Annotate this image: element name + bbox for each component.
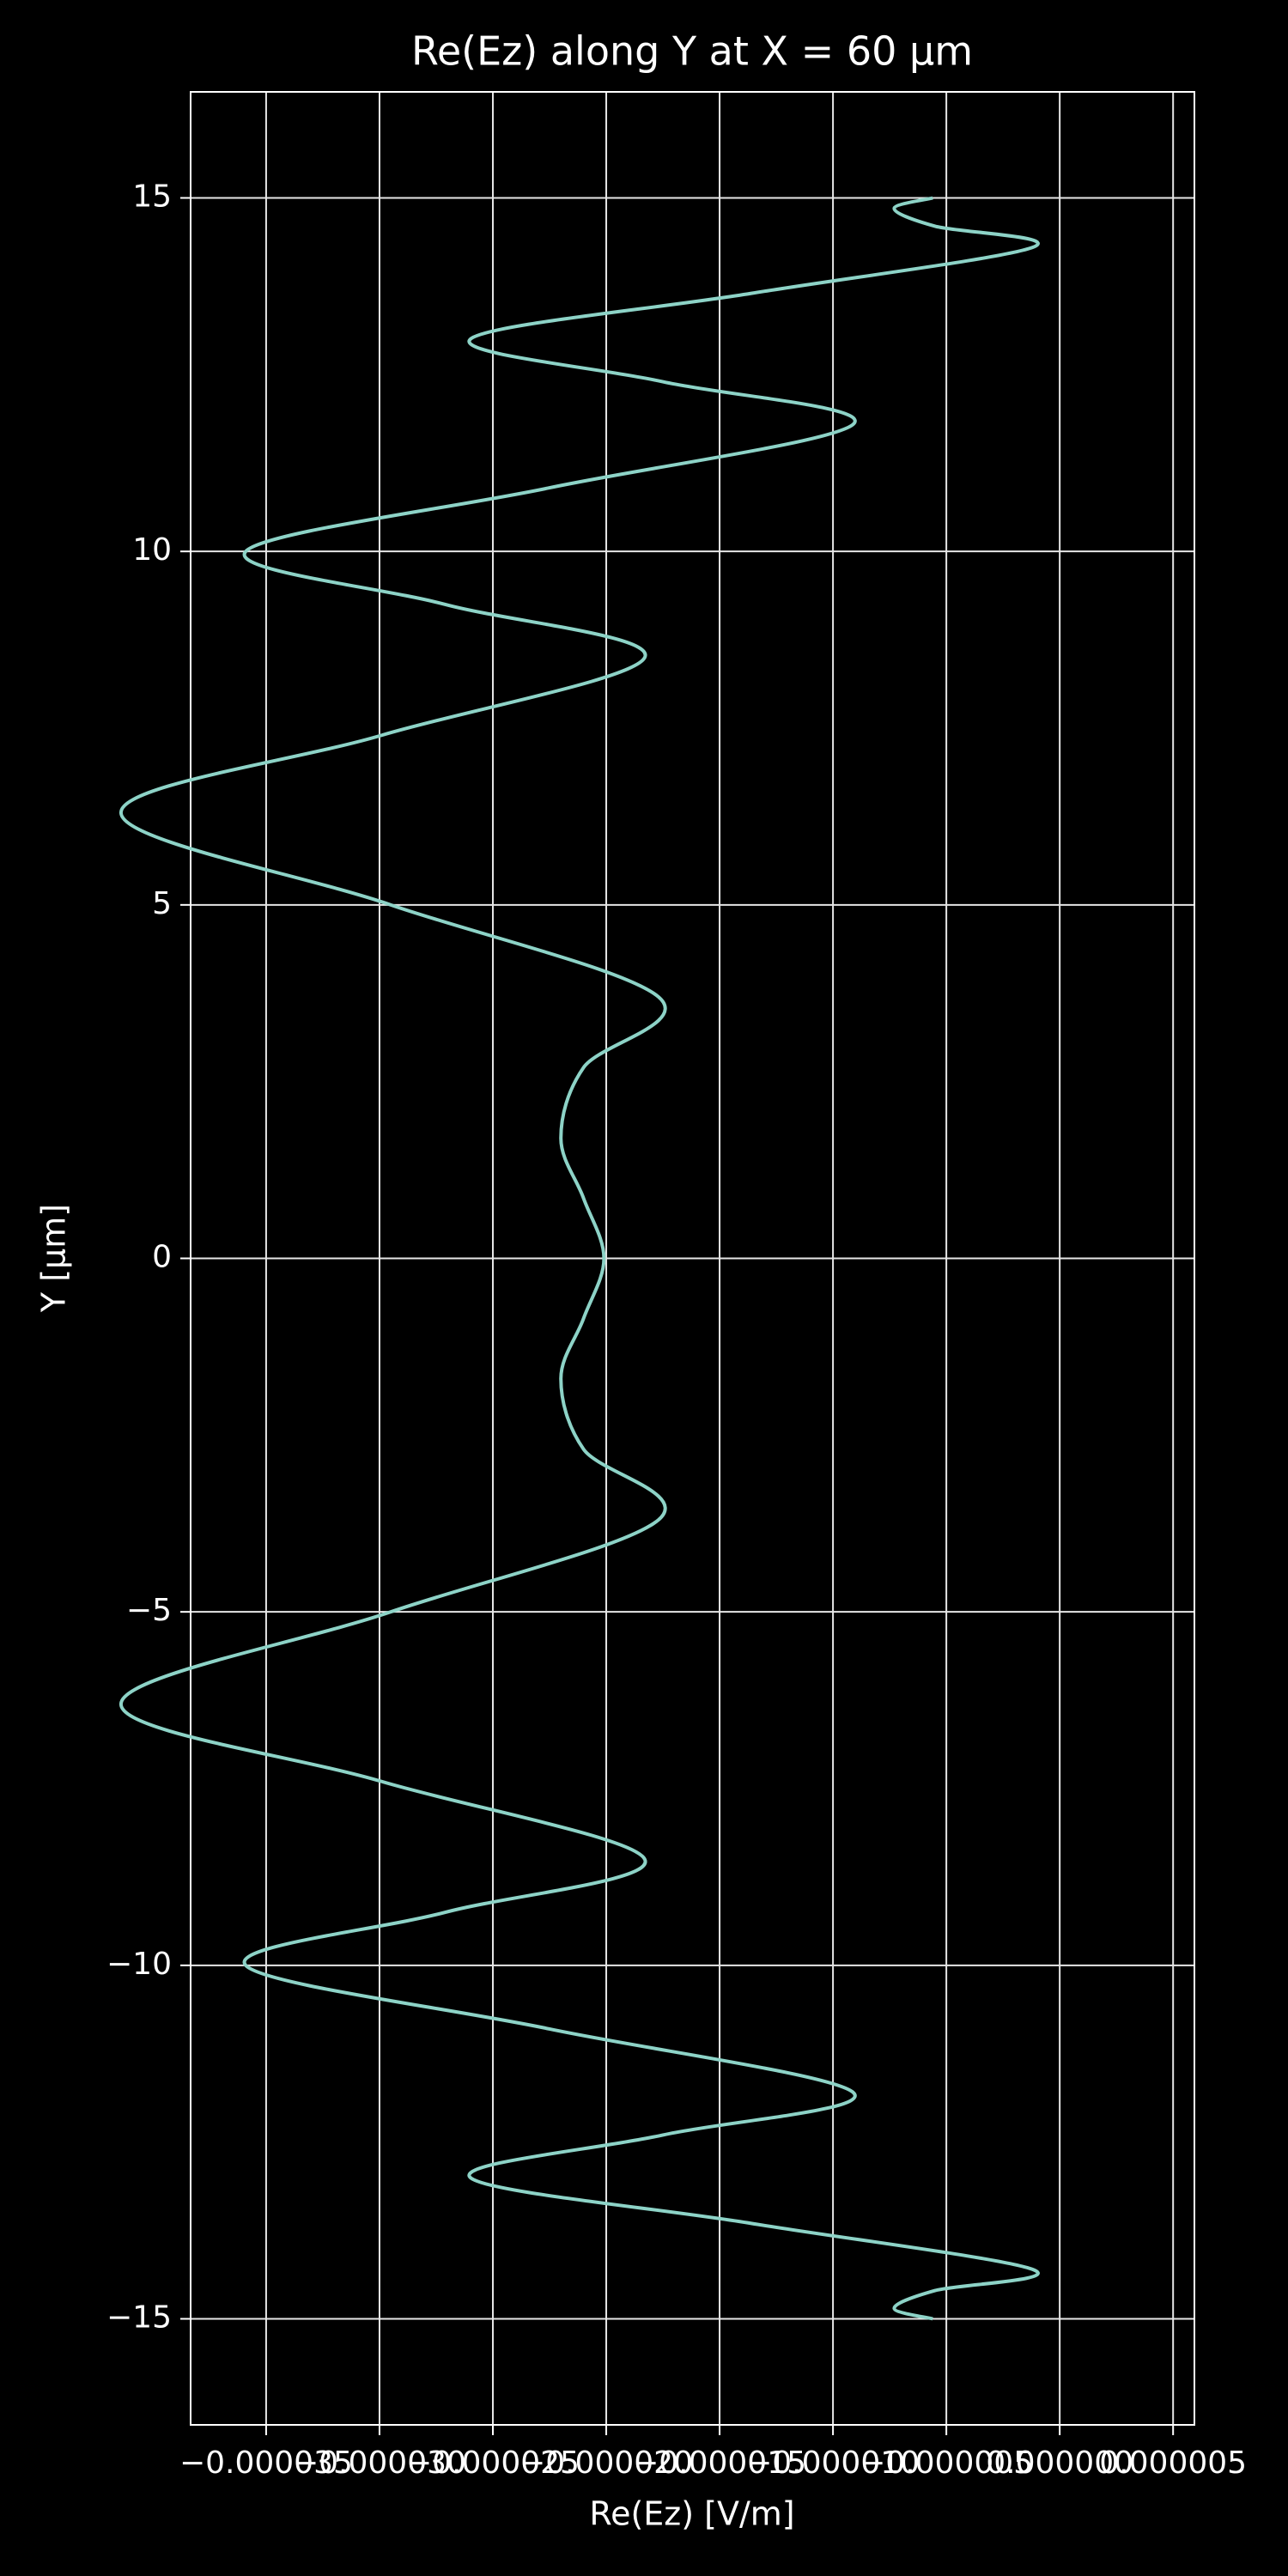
x-tick-label: −0.000030 bbox=[293, 2445, 466, 2481]
line-series bbox=[118, 196, 1040, 2321]
y-tick-label: 15 bbox=[132, 179, 172, 215]
y-tick-label: 5 bbox=[152, 886, 172, 921]
x-tick-label: −0.000010 bbox=[746, 2445, 920, 2481]
y-axis-label: Y [µm] bbox=[35, 1204, 73, 1313]
x-tick-label: −0.000035 bbox=[179, 2445, 353, 2481]
y-tick-label: −10 bbox=[106, 1947, 172, 1982]
x-tick-label: −0.000025 bbox=[406, 2445, 580, 2481]
y-tick-label: −15 bbox=[106, 2300, 172, 2336]
x-tick-label: −0.000005 bbox=[860, 2445, 1033, 2481]
x-tick-label: −0.000020 bbox=[519, 2445, 693, 2481]
x-tick-label: −0.000015 bbox=[633, 2445, 806, 2481]
y-tick-label: 10 bbox=[132, 532, 172, 568]
y-tick-label: −5 bbox=[126, 1593, 172, 1628]
x-tick-label: 0.000000 bbox=[986, 2445, 1133, 2481]
plot-frame bbox=[190, 91, 1195, 2426]
chart-title: Re(Ez) along Y at X = 60 µm bbox=[411, 28, 973, 75]
x-axis-label: Re(Ez) [V/m] bbox=[589, 2495, 794, 2533]
x-tick-label: 0.000005 bbox=[1099, 2445, 1247, 2481]
y-tick-label: 0 bbox=[152, 1240, 172, 1275]
